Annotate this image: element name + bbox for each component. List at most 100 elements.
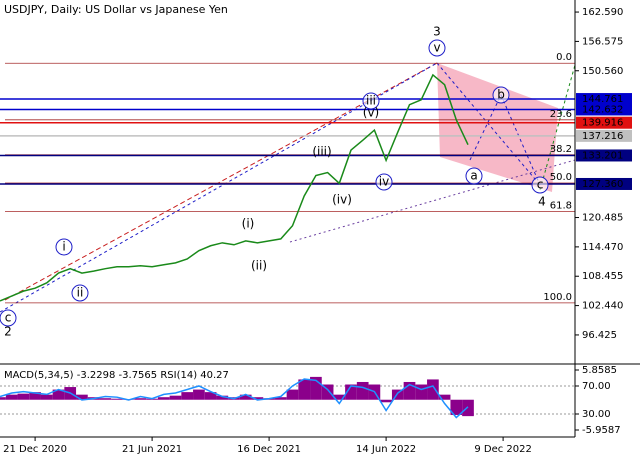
macd-bar <box>204 392 217 400</box>
wave-circle <box>428 39 446 57</box>
macd-bar <box>274 397 287 400</box>
y-tick-label: 162.590 <box>582 7 623 18</box>
x-tick-label: 16 Dec 2021 <box>237 444 301 455</box>
y-tick-label: 114.470 <box>582 242 623 253</box>
x-tick-label: 9 Dec 2022 <box>474 444 532 455</box>
y-tick-label: 96.425 <box>582 330 617 341</box>
price-level-label: 142.632 <box>582 104 623 115</box>
wave-label: a <box>470 169 477 183</box>
fib-label: 100.0 <box>543 292 572 303</box>
x-tick-label: 14 Jun 2022 <box>356 444 416 455</box>
fib-label: 38.2 <box>550 144 572 155</box>
macd-bar <box>391 389 404 400</box>
wave-label: c <box>5 311 12 325</box>
fib-label: 50.0 <box>550 172 572 183</box>
price-level-box <box>576 93 632 106</box>
wave-label: (iii) <box>312 145 331 159</box>
macd-bar <box>321 384 334 400</box>
price-level-box <box>576 149 632 162</box>
macd-bar <box>193 389 205 400</box>
wave-label: ii <box>77 286 84 300</box>
wave-label: 4 <box>538 195 546 209</box>
wave-label: 2 <box>4 325 12 339</box>
wave-label: c <box>537 178 544 192</box>
y-tick-label: 108.455 <box>582 271 623 282</box>
fib-label: 0.0 <box>556 52 572 63</box>
wave-label: v <box>433 41 440 55</box>
macd-bar <box>298 379 311 400</box>
macd-bar <box>415 384 428 400</box>
macd-bar <box>251 397 264 400</box>
wave-circle <box>375 173 393 191</box>
macd-bar <box>380 399 392 403</box>
price-line <box>0 73 469 302</box>
x-tick-label: 21 Dec 2020 <box>3 444 67 455</box>
wave-label: iv <box>379 175 389 189</box>
macd-bar <box>76 394 88 400</box>
rsi-line <box>0 378 469 419</box>
macd-bar <box>0 397 6 400</box>
price-level-box <box>576 103 632 116</box>
macd-bar <box>310 376 322 400</box>
macd-bar <box>181 392 194 400</box>
macd-bar <box>134 398 147 400</box>
wave-circle <box>362 92 380 110</box>
panel-title: MACD(5,34,5) -3.2298 -3.7565 RSI(14) 40.… <box>4 370 229 381</box>
macd-bar <box>427 379 439 400</box>
price-level-label: 144.761 <box>582 94 623 105</box>
fib-label: 61.8 <box>550 200 572 211</box>
macd-bar <box>111 398 123 400</box>
macd-bar <box>40 394 53 400</box>
macd-bar <box>17 393 30 400</box>
wave-circle <box>0 309 17 327</box>
macd-bar <box>169 395 182 400</box>
chart-title: USDJPY, Daily: US Dollar vs Japanese Yen <box>4 3 228 16</box>
y-tick-label: 5.8585 <box>582 365 617 376</box>
projection-path <box>436 62 541 186</box>
y-tick-label: 30.00 <box>582 409 611 420</box>
wave-label: 3 <box>433 25 441 39</box>
wave-circle <box>492 86 510 104</box>
price-level-label: 127.360 <box>582 179 623 190</box>
macd-bar <box>52 389 65 400</box>
wave-label: iii <box>366 94 376 108</box>
wave-label: (ii) <box>251 259 267 273</box>
macd-bar <box>5 394 18 400</box>
macd-bar <box>286 389 299 400</box>
price-level-box <box>576 177 632 190</box>
x-tick-label: 21 Jun 2021 <box>122 444 182 455</box>
price-level-box <box>576 116 632 129</box>
macd-bar <box>333 394 346 400</box>
y-tick-label: 102.440 <box>582 301 623 312</box>
macd-bar <box>462 399 474 417</box>
price-level-label: 139.916 <box>582 118 623 129</box>
wave-circle <box>55 238 73 256</box>
wave-circle <box>71 284 89 302</box>
price-level-label: 137.216 <box>582 131 623 142</box>
y-tick-label: 120.485 <box>582 213 623 224</box>
wave-label: (v) <box>363 106 379 120</box>
y-tick-label: 70.00 <box>582 381 611 392</box>
y-tick-label: 156.575 <box>582 36 623 47</box>
macd-bar <box>356 381 369 400</box>
price-level-box <box>576 129 632 142</box>
macd-bar <box>345 384 357 400</box>
macd-bar <box>216 395 229 400</box>
y-tick-label: -5.9587 <box>582 425 621 436</box>
macd-bar <box>438 394 451 400</box>
macd-bar <box>99 398 112 400</box>
wave-circle <box>465 167 483 185</box>
projection-channel <box>437 63 558 192</box>
projection-path <box>539 64 576 191</box>
wave-label: (i) <box>242 217 255 231</box>
fib-label: 23.6 <box>550 109 572 120</box>
macd-bar <box>29 392 41 400</box>
macd-bar <box>239 394 252 400</box>
wave-circle <box>531 176 549 194</box>
y-tick-label: 150.560 <box>582 66 623 77</box>
macd-bar <box>403 381 416 400</box>
wave-label: (iv) <box>332 193 352 207</box>
macd-bar <box>450 399 463 415</box>
macd-bar <box>157 397 170 400</box>
